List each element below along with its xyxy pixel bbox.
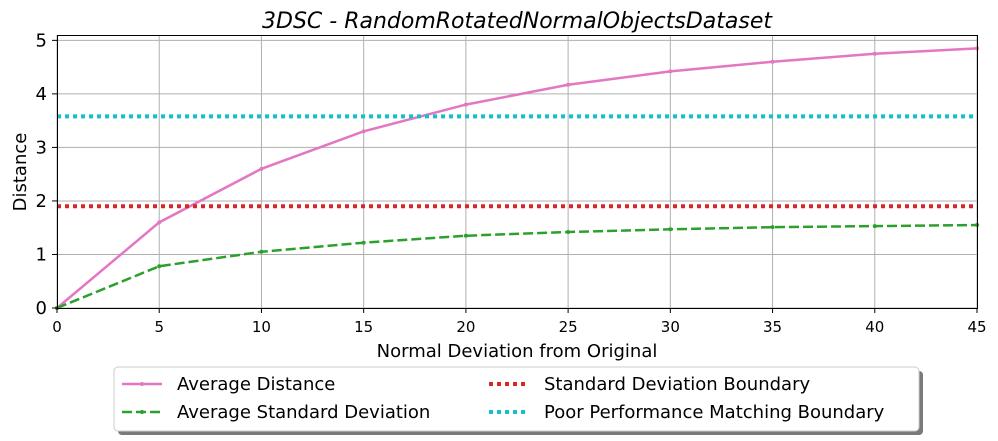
data-point — [566, 82, 571, 87]
x-tick-label: 5 — [154, 318, 164, 336]
data-point — [770, 225, 775, 230]
data-point — [770, 59, 775, 64]
series-line-1 — [56, 223, 978, 310]
x-tick-label: 35 — [763, 318, 782, 336]
data-point — [872, 51, 877, 56]
data-point — [157, 220, 162, 225]
legend-label: Average Standard Deviation — [177, 402, 430, 423]
y-axis-label: Distance — [10, 133, 31, 212]
x-tick-label: 0 — [52, 318, 62, 336]
x-ticks: 0 5 10 15 20 25 30 35 40 45 — [52, 308, 987, 336]
y-tick-label: 0 — [36, 298, 47, 319]
plot-frame — [57, 35, 978, 309]
legend: Average Distance Average Standard Deviati… — [113, 366, 923, 435]
data-point — [259, 249, 264, 254]
data-point — [361, 129, 366, 134]
grid-lines — [56, 35, 978, 309]
x-tick-label: 40 — [865, 318, 884, 336]
data-point — [361, 240, 366, 245]
y-tick-label: 2 — [36, 191, 47, 212]
data-point — [872, 224, 877, 229]
legend-box — [113, 366, 920, 432]
legend-marker — [140, 410, 144, 414]
x-tick-label: 10 — [252, 318, 271, 336]
x-tick-label: 45 — [967, 318, 986, 336]
x-tick-label: 20 — [456, 318, 475, 336]
y-tick-label: 1 — [36, 244, 47, 265]
y-tick-label: 4 — [36, 84, 47, 105]
data-point — [259, 166, 264, 171]
data-point — [463, 102, 468, 107]
series-line-0 — [56, 47, 978, 309]
x-axis-label: Normal Deviation from Original — [377, 341, 658, 362]
y-tick-label: 5 — [36, 30, 47, 51]
x-tick-label: 15 — [354, 318, 373, 336]
series-lines — [55, 46, 979, 310]
data-point — [668, 69, 673, 74]
legend-label: Poor Performance Matching Boundary — [544, 402, 885, 423]
legend-label: Average Distance — [177, 374, 335, 395]
chart-title: 3DSC - RandomRotatedNormalObjectsDataset — [262, 9, 773, 34]
data-point — [157, 264, 162, 269]
x-tick-label: 25 — [559, 318, 578, 336]
data-point — [668, 227, 673, 232]
data-point — [566, 229, 571, 234]
x-tick-label: 30 — [661, 318, 680, 336]
y-ticks: 0 1 2 3 4 5 — [36, 30, 57, 319]
legend-marker — [140, 382, 144, 386]
y-tick-label: 3 — [36, 137, 47, 158]
data-point — [463, 233, 468, 238]
legend-label: Standard Deviation Boundary — [544, 374, 810, 395]
